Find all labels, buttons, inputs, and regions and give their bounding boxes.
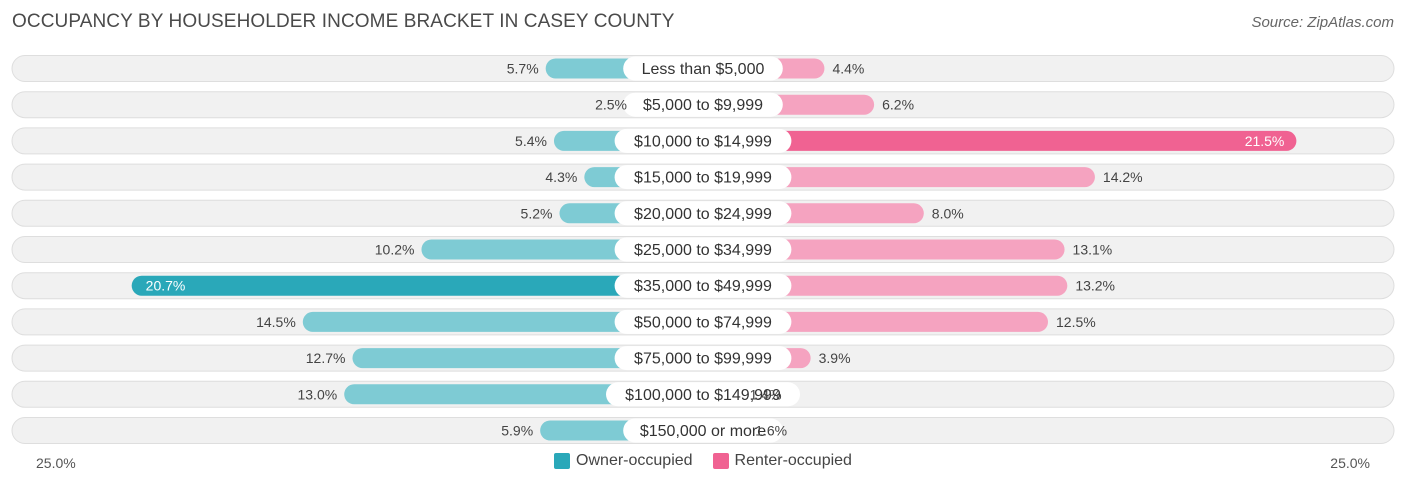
renter-value-label: 21.5% — [1245, 133, 1285, 149]
legend-owner-label: Owner-occupied — [576, 452, 693, 469]
owner-value-label: 12.7% — [306, 350, 346, 366]
renter-value-label: 12.5% — [1056, 314, 1096, 330]
renter-value-label: 6.2% — [882, 97, 914, 113]
diverging-bar-chart: Less than $5,000 5.7% 4.4% $5,000 to $9,999… — [11, 55, 1395, 444]
category-pill — [623, 56, 783, 81]
owner-value-label: 13.0% — [297, 386, 337, 402]
category-label: $5,000 to $9,999 — [643, 97, 763, 114]
renter-bar — [703, 167, 1095, 188]
category-label: $50,000 to $74,999 — [634, 314, 772, 331]
chart-legend: Owner-occupied Renter-occupied — [0, 452, 1406, 470]
legend-renter-swatch — [712, 453, 729, 469]
category-label: Less than $5,000 — [642, 61, 765, 78]
axis-right-label: 25.0% — [1330, 455, 1370, 471]
renter-bar — [703, 239, 1065, 260]
category-label: $100,000 to $149,999 — [625, 387, 781, 404]
renter-value-label: 3.9% — [819, 350, 851, 366]
category-pill — [614, 128, 792, 153]
owner-value-label: 5.2% — [521, 205, 553, 221]
owner-value-label: 4.3% — [545, 169, 577, 185]
renter-value-label: 1.6% — [755, 423, 787, 439]
owner-value-label: 5.9% — [501, 423, 533, 439]
legend-owner: Owner-occupied — [554, 452, 693, 470]
legend-renter: Renter-occupied — [712, 452, 852, 470]
renter-value-label: 14.2% — [1103, 169, 1143, 185]
category-pill — [606, 382, 800, 407]
chart-title: OCCUPANCY BY HOUSEHOLDER INCOME BRACKET … — [12, 11, 675, 32]
category-pill — [614, 273, 792, 298]
category-pill — [623, 418, 783, 443]
chart-source: Source: ZipAtlas.com — [1251, 14, 1394, 31]
owner-bar — [302, 311, 703, 332]
owner-bar — [352, 348, 703, 369]
category-label: $75,000 to $99,999 — [634, 351, 772, 368]
category-pill — [614, 201, 792, 226]
legend-owner-swatch — [554, 453, 571, 469]
owner-bar — [131, 275, 703, 296]
renter-bar — [703, 275, 1068, 296]
owner-value-label: 20.7% — [146, 278, 186, 294]
category-pill — [614, 346, 792, 371]
category-pill — [623, 92, 783, 117]
owner-value-label: 10.2% — [375, 242, 415, 258]
renter-value-label: 4.4% — [832, 61, 864, 77]
category-label: $10,000 to $14,999 — [634, 133, 772, 150]
renter-value-label: 13.1% — [1073, 242, 1113, 258]
category-pill — [614, 309, 792, 334]
renter-value-label: 1.4% — [750, 386, 782, 402]
category-pill — [614, 237, 792, 262]
axis-left-label: 25.0% — [36, 455, 76, 471]
category-label: $150,000 or more — [640, 423, 766, 440]
owner-value-label: 2.5% — [595, 97, 627, 113]
renter-value-label: 13.2% — [1075, 278, 1115, 294]
renter-bar — [703, 130, 1297, 151]
legend-renter-label: Renter-occupied — [734, 452, 852, 469]
category-pill — [614, 165, 792, 190]
category-label: $15,000 to $19,999 — [634, 170, 772, 187]
category-label: $20,000 to $24,999 — [634, 206, 772, 223]
category-label: $25,000 to $34,999 — [634, 242, 772, 259]
renter-value-label: 8.0% — [932, 205, 964, 221]
owner-value-label: 14.5% — [256, 314, 296, 330]
category-label: $35,000 to $49,999 — [634, 278, 772, 295]
owner-value-label: 5.4% — [515, 133, 547, 149]
owner-value-label: 5.7% — [507, 61, 539, 77]
